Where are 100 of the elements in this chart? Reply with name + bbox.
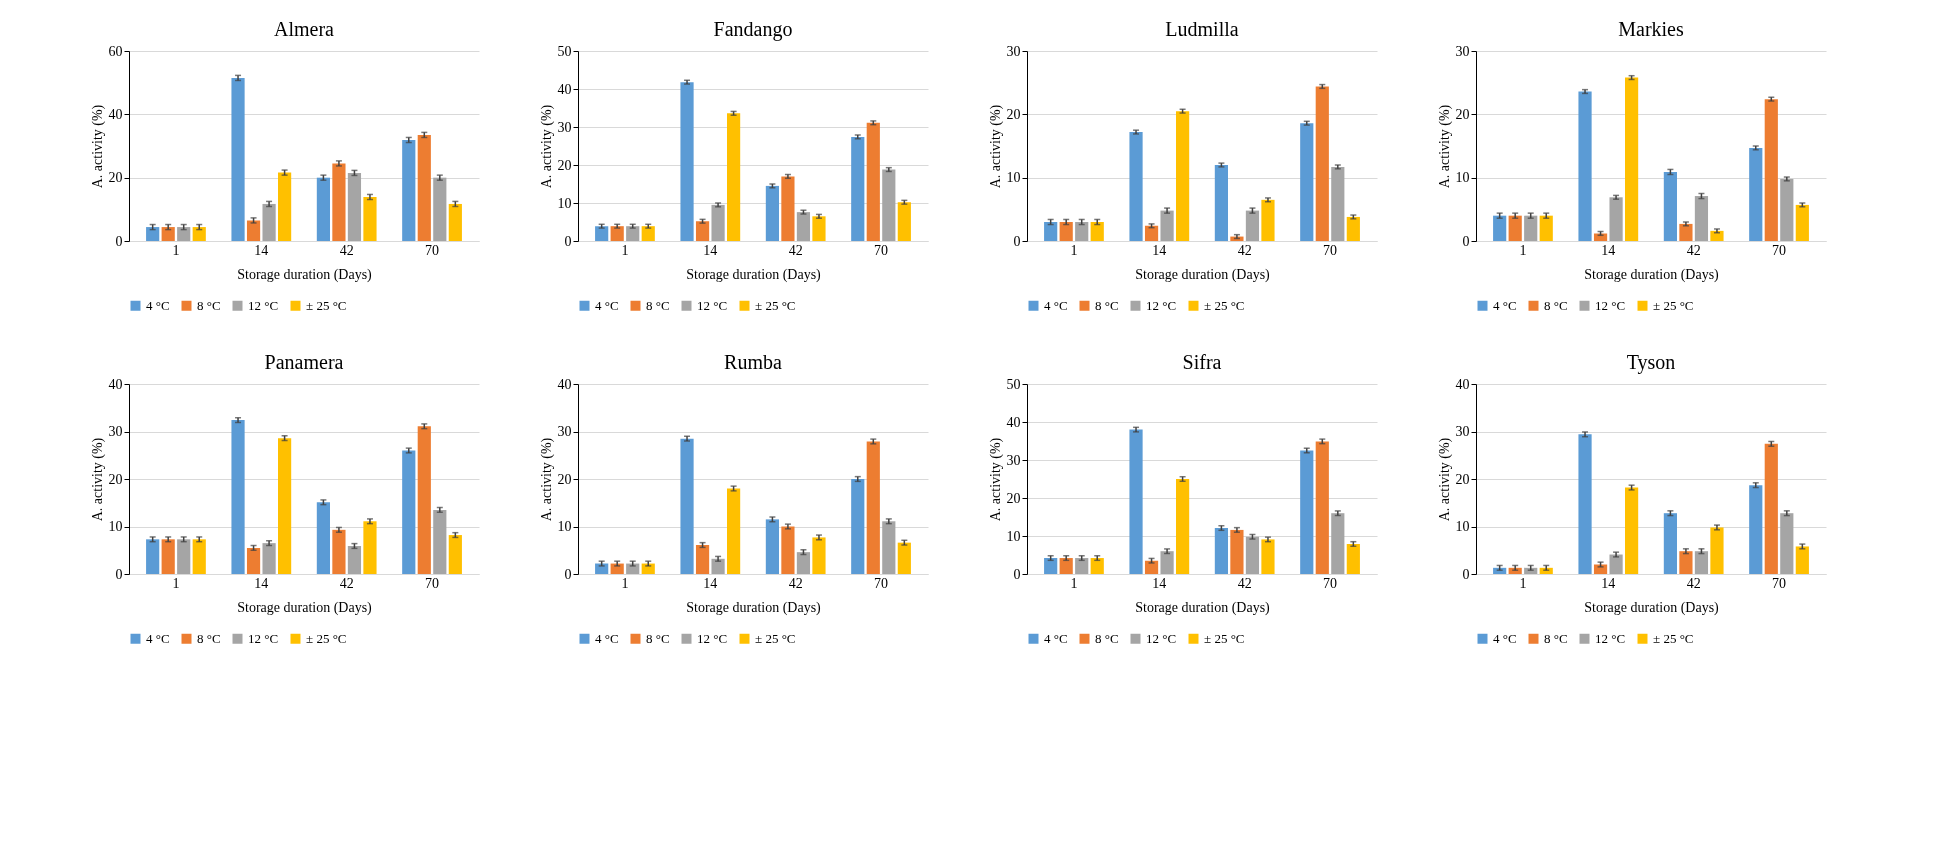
- bar: [1261, 199, 1275, 241]
- bar: [695, 545, 710, 574]
- y-tick-label: 10: [108, 519, 123, 534]
- legend-label: ± 25 °C: [1653, 297, 1694, 313]
- y-axis-title: A. activity (%): [89, 104, 106, 189]
- bar: [347, 172, 362, 241]
- chart-title: Ludmilla: [1165, 18, 1239, 40]
- legend-label: 12 °C: [248, 630, 279, 646]
- legend-label: 4 °C: [1044, 630, 1068, 646]
- legend-label: ± 25 °C: [306, 297, 347, 313]
- chart-title: Almera: [274, 18, 335, 40]
- y-tick-label: 30: [108, 424, 123, 439]
- y-tick-label: 0: [564, 566, 572, 582]
- x-tick-label: 14: [703, 242, 718, 258]
- bar: [812, 537, 826, 574]
- x-axis-title: Storage duration (Days): [1584, 266, 1720, 283]
- legend-label: 4 °C: [595, 297, 619, 313]
- x-tick-label: 1: [1070, 242, 1078, 258]
- x-tick-label: 42: [788, 242, 803, 258]
- y-axis-title: A. activity (%): [89, 437, 106, 522]
- legend-label: 12 °C: [1595, 297, 1626, 313]
- bar: [711, 204, 725, 241]
- chart-title: Rumba: [724, 351, 783, 373]
- bar: [1710, 230, 1724, 241]
- x-tick-label: 14: [254, 575, 269, 591]
- bar: [765, 185, 779, 241]
- bar: [1245, 536, 1260, 574]
- y-axis-title: A. activity (%): [538, 437, 555, 522]
- y-tick-label: 0: [1013, 566, 1021, 582]
- legend-label: 4 °C: [1044, 297, 1068, 313]
- legend-label: ± 25 °C: [1653, 630, 1694, 646]
- legend-label: 8 °C: [646, 297, 670, 313]
- y-tick-label: 10: [557, 519, 572, 534]
- bar: [231, 77, 245, 241]
- x-tick-label: 42: [1237, 242, 1252, 258]
- legend-label: ± 25 °C: [306, 630, 347, 646]
- bar: [246, 547, 261, 574]
- bar: [1578, 434, 1592, 574]
- bar: [897, 202, 911, 241]
- y-tick-label: 40: [557, 376, 572, 392]
- x-tick-label: 1: [172, 242, 180, 258]
- x-tick-label: 14: [1152, 242, 1167, 258]
- x-tick-label: 70: [1772, 575, 1787, 591]
- y-tick-label: 0: [1462, 566, 1470, 582]
- legend-label: 12 °C: [1146, 630, 1177, 646]
- legend-label: 4 °C: [146, 297, 170, 313]
- x-tick-label: 70: [874, 575, 889, 591]
- y-tick-label: 20: [1455, 471, 1470, 487]
- x-tick-label: 1: [1519, 242, 1527, 258]
- x-tick-label: 1: [1519, 575, 1527, 591]
- chart-title: Markies: [1618, 18, 1684, 40]
- legend-label: 12 °C: [1595, 630, 1626, 646]
- bar: [1780, 178, 1794, 241]
- x-tick-label: 70: [1323, 242, 1338, 258]
- y-tick-label: 20: [1006, 490, 1021, 506]
- legend-label: 8 °C: [646, 630, 670, 646]
- x-axis-title: Storage duration (Days): [1135, 266, 1271, 283]
- y-tick-label: 0: [1013, 233, 1021, 249]
- y-tick-label: 30: [1455, 424, 1470, 439]
- bar: [727, 113, 741, 241]
- x-axis-title: Storage duration (Days): [686, 599, 822, 616]
- bar: [1593, 233, 1608, 241]
- bar: [851, 136, 865, 241]
- bar: [1710, 527, 1724, 574]
- x-axis-title: Storage duration (Days): [237, 599, 373, 616]
- chart-title: Sifra: [1182, 351, 1222, 373]
- x-axis-title: Storage duration (Days): [1584, 599, 1720, 616]
- y-tick-label: 30: [557, 119, 572, 135]
- bar: [680, 438, 694, 574]
- y-tick-label: 10: [1455, 170, 1470, 186]
- y-tick-label: 30: [1455, 43, 1470, 59]
- legend-label: 12 °C: [697, 630, 728, 646]
- y-tick-label: 30: [557, 424, 572, 439]
- x-tick-label: 70: [425, 242, 440, 258]
- y-tick-label: 0: [564, 233, 572, 249]
- bar: [246, 220, 261, 241]
- legend-label: ± 25 °C: [755, 630, 796, 646]
- y-tick-label: 30: [1006, 43, 1021, 59]
- legend-label: 4 °C: [595, 630, 619, 646]
- x-tick-label: 70: [425, 575, 440, 591]
- y-tick-label: 40: [108, 106, 123, 122]
- bar: [1129, 429, 1143, 574]
- legend-label: 4 °C: [1493, 297, 1517, 313]
- legend-label: ± 25 °C: [1204, 297, 1245, 313]
- bar: [695, 221, 710, 241]
- y-tick-label: 20: [557, 471, 572, 487]
- y-tick-label: 0: [115, 233, 123, 249]
- x-tick-label: 42: [1237, 575, 1252, 591]
- bar: [1749, 147, 1763, 241]
- y-tick-label: 20: [108, 471, 123, 487]
- chart-title: Tyson: [1626, 351, 1676, 374]
- legend-label: 4 °C: [1493, 630, 1517, 646]
- legend-label: 8 °C: [197, 630, 221, 646]
- legend-label: 4 °C: [146, 630, 170, 646]
- x-tick-label: 1: [1070, 575, 1078, 591]
- legend-label: 8 °C: [197, 297, 221, 313]
- x-axis-title: Storage duration (Days): [686, 266, 822, 283]
- x-tick-label: 42: [1686, 242, 1701, 258]
- y-tick-label: 0: [115, 566, 123, 582]
- bar: [796, 552, 811, 574]
